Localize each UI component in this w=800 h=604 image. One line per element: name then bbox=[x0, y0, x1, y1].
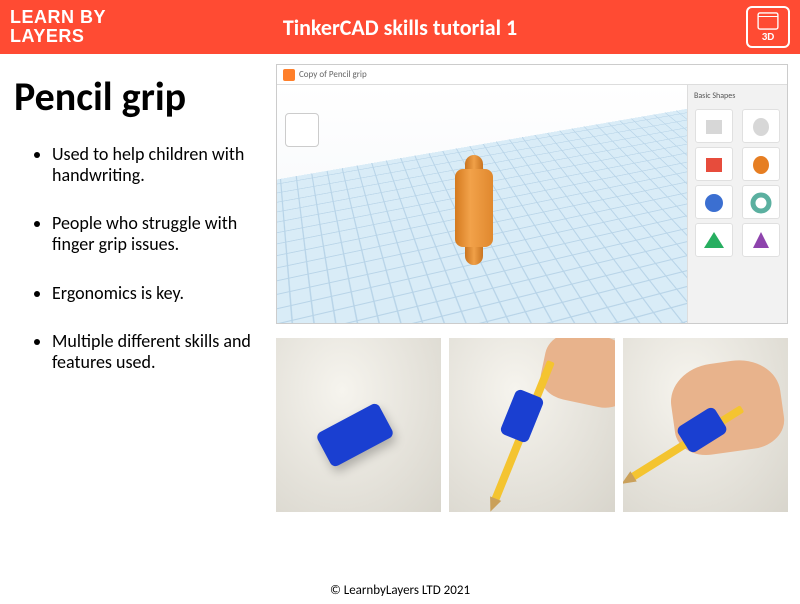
bullet-item: Used to help children with handwriting. bbox=[52, 144, 254, 185]
shape-cylinder-icon bbox=[742, 147, 780, 181]
bullet-item: People who struggle with finger grip iss… bbox=[52, 213, 254, 254]
pencil-grip-model bbox=[447, 155, 501, 265]
logo-line-2: LAYERS bbox=[10, 27, 106, 46]
tinkercad-screenshot: Copy of Pencil grip Basic Shapes bbox=[276, 64, 788, 324]
bullet-list: Used to help children with handwriting. … bbox=[34, 144, 254, 401]
logo-line-1: LEARN BY bbox=[10, 8, 106, 27]
header-title: TinkerCAD skills tutorial 1 bbox=[283, 14, 517, 41]
tinkercad-logo-icon bbox=[283, 69, 295, 81]
shapes-panel-label: Basic Shapes bbox=[692, 89, 783, 105]
photo-grip-on-pencil bbox=[449, 338, 614, 512]
photo-row bbox=[276, 338, 788, 512]
shape-box-hole-icon bbox=[695, 109, 733, 143]
model-body bbox=[455, 169, 493, 247]
slide-title: Pencil grip bbox=[14, 72, 186, 121]
tinkercad-file-title: Copy of Pencil grip bbox=[299, 69, 367, 80]
photo-grip-in-use bbox=[623, 338, 788, 512]
shape-cylinder-hole-icon bbox=[742, 109, 780, 143]
viewcube-icon bbox=[285, 113, 319, 147]
slide-content: Pencil grip Used to help children with h… bbox=[0, 54, 800, 574]
printer-3d-icon: 3D bbox=[746, 6, 790, 48]
shape-cone-icon bbox=[742, 223, 780, 257]
bullet-item: Multiple different skills and features u… bbox=[52, 331, 254, 372]
icon-label: 3D bbox=[762, 30, 775, 43]
footer-copyright: © LearnbyLayers LTD 2021 bbox=[0, 583, 800, 598]
photo-grip-alone bbox=[276, 338, 441, 512]
shape-box-icon bbox=[695, 147, 733, 181]
slide-header: LEARN BY LAYERS TinkerCAD skills tutoria… bbox=[0, 0, 800, 54]
printer-frame-icon bbox=[757, 12, 779, 30]
tinkercad-workplane bbox=[277, 85, 689, 324]
shapes-panel: Basic Shapes bbox=[687, 85, 787, 324]
shape-roof-icon bbox=[695, 223, 733, 257]
shape-torus-icon bbox=[742, 185, 780, 219]
bullet-item: Ergonomics is key. bbox=[52, 283, 254, 304]
tinkercad-titlebar: Copy of Pencil grip bbox=[277, 65, 787, 85]
shape-sphere-icon bbox=[695, 185, 733, 219]
brand-logo: LEARN BY LAYERS bbox=[0, 8, 106, 46]
